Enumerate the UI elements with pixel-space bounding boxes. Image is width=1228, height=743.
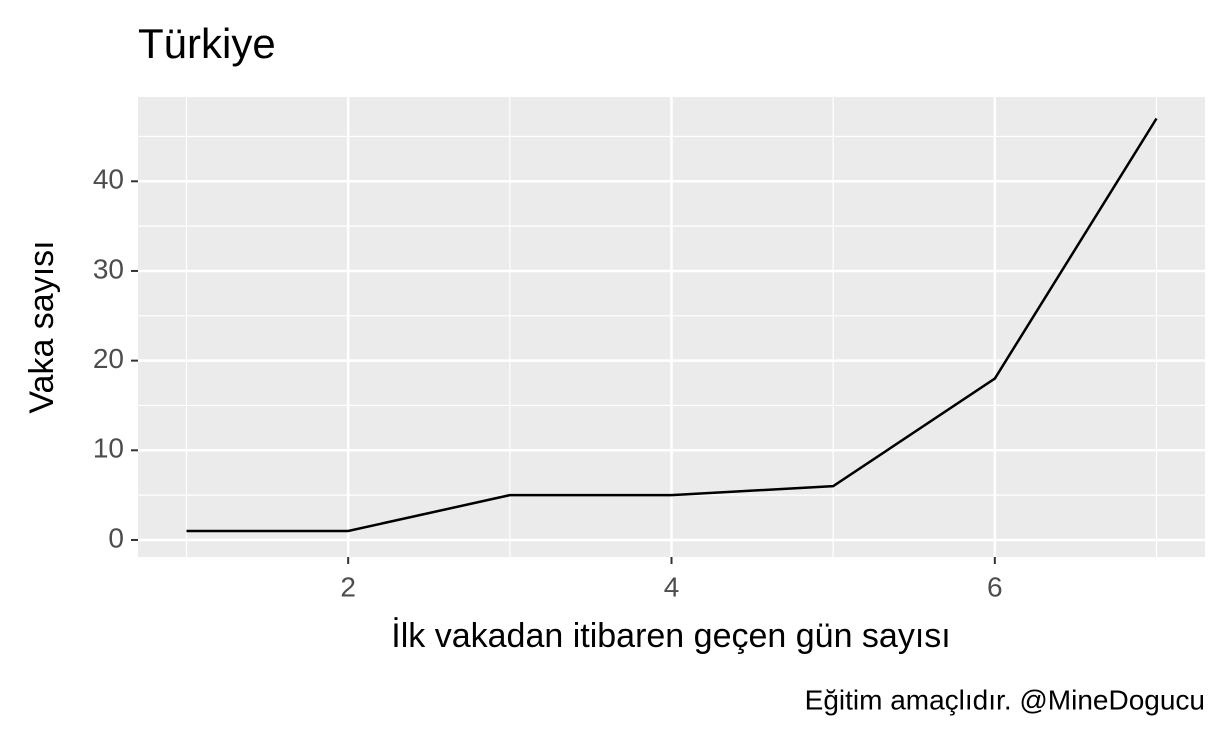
x-axis-title: İlk vakadan itibaren geçen gün sayısı [391,617,950,655]
caption: Eğitim amaçlıdır. @MineDogucu [805,684,1205,715]
x-tick-label: 2 [340,571,356,602]
y-tick-label: 20 [93,343,124,374]
y-tick-label: 0 [108,522,124,553]
y-axis-title: Vaka sayısı [23,240,61,413]
x-tick-label: 4 [664,571,680,602]
y-tick-label: 10 [93,433,124,464]
x-tick-label: 6 [987,571,1003,602]
chart-title: Türkiye [138,20,276,67]
line [186,117,1158,533]
y-tick-label: 40 [93,164,124,195]
y-tick-label: 30 [93,253,124,284]
